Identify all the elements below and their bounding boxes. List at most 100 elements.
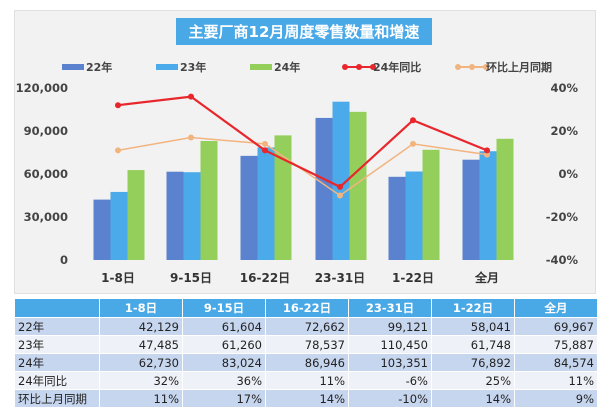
table-cell: 76,892 — [431, 353, 515, 372]
table-cell: 62,730 — [99, 353, 183, 372]
table-cell: 17% — [182, 389, 266, 408]
legend-swatch — [62, 64, 84, 70]
point-24年同比 — [337, 183, 343, 190]
legend-label: 24年同比 — [373, 60, 421, 74]
legend-marker — [455, 64, 461, 70]
bar-22年 — [388, 176, 406, 260]
table-cell: -10% — [348, 389, 432, 408]
y-left-tick: 90,000 — [24, 124, 68, 138]
column-header — [14, 298, 100, 318]
y-left-tick: 0 — [60, 253, 68, 267]
table-cell: 9% — [514, 389, 598, 408]
point-24年同比 — [410, 117, 416, 124]
x-tick-label: 1-22日 — [392, 271, 434, 285]
column-header: 9-15日 — [182, 298, 266, 318]
table-cell: 58,041 — [431, 317, 515, 336]
point-24年同比 — [484, 147, 490, 154]
combo-chart: 主要厂商12月周度零售数量和增速 22年 23年 24年 24年同比 环比上月同期 0 30,… — [16, 18, 579, 285]
x-tick-label: 9-15日 — [170, 271, 212, 285]
point-环比上月同期 — [337, 192, 343, 199]
bar-24年 — [496, 138, 514, 260]
point-环比上月同期 — [115, 147, 121, 154]
table-cell: 11% — [265, 371, 349, 390]
y-left-tick: 120,000 — [16, 81, 68, 95]
table-cell: 14% — [431, 389, 515, 408]
point-环比上月同期 — [410, 140, 416, 147]
row-label: 23年 — [14, 335, 100, 354]
y-left-tick: 30,000 — [24, 210, 68, 224]
table-cell: 72,662 — [265, 317, 349, 336]
table-cell: 99,121 — [348, 317, 432, 336]
bar-22年 — [462, 159, 480, 260]
legend-swatch — [250, 64, 272, 70]
y-right-tick: 0% — [558, 167, 578, 181]
bar-22年 — [240, 155, 258, 260]
legend-marker — [370, 64, 376, 70]
point-环比上月同期 — [188, 134, 194, 141]
column-header: 23-31日 — [348, 298, 432, 318]
bar-23年 — [332, 101, 350, 261]
table-cell: 61,260 — [182, 335, 266, 354]
table-cell: -6% — [348, 371, 432, 390]
point-24年同比 — [262, 147, 268, 154]
table-header-row: 1-8日 9-15日 16-22日 23-31日 1-22日 全月 — [14, 298, 598, 318]
table-cell: 69,967 — [514, 317, 598, 336]
bar-24年 — [349, 111, 367, 261]
table-cell: 42,129 — [99, 317, 183, 336]
column-header: 16-22日 — [265, 298, 349, 318]
legend-marker — [356, 64, 362, 70]
x-tick-label: 16-22日 — [240, 271, 290, 285]
row-label: 22年 — [14, 317, 100, 336]
table-row: 24年同比 32% 36% 11% -6% 25% 11% — [14, 371, 598, 390]
table-row: 23年 47,485 61,260 78,537 110,450 61,748 75,887 — [14, 335, 598, 354]
x-tick-label: 1-8日 — [101, 271, 135, 285]
x-tick-label: 全月 — [474, 270, 499, 285]
table-cell: 25% — [431, 371, 515, 390]
legend-label: 24年 — [274, 60, 300, 74]
table-cell: 86,946 — [265, 353, 349, 372]
table-row: 环比上月同期 11% 17% 14% -10% 14% 9% — [14, 389, 598, 408]
table-cell: 78,537 — [265, 335, 349, 354]
table-cell: 47,485 — [99, 335, 183, 354]
column-header: 1-8日 — [99, 298, 183, 318]
legend-swatch — [156, 64, 178, 70]
row-label: 环比上月同期 — [14, 389, 100, 408]
bar-23年 — [479, 151, 497, 260]
table-cell: 61,748 — [431, 335, 515, 354]
legend-label: 22年 — [86, 60, 112, 74]
bar-22年 — [315, 117, 333, 260]
title-box — [176, 18, 432, 45]
y-left-tick: 60,000 — [24, 167, 68, 181]
row-label: 24年 — [14, 353, 100, 372]
legend-marker — [469, 64, 475, 70]
y-right-tick: 40% — [550, 81, 578, 95]
bar-23年 — [110, 191, 128, 260]
y-right-tick: -40% — [546, 253, 579, 267]
table-cell: 84,574 — [514, 353, 598, 372]
column-header: 全月 — [514, 298, 598, 318]
table-row: 24年 62,730 83,024 86,946 103,351 76,892 84,574 — [14, 353, 598, 372]
table-cell: 14% — [265, 389, 349, 408]
bar-24年 — [200, 140, 218, 260]
table-cell: 110,450 — [348, 335, 432, 354]
table-cell: 75,887 — [514, 335, 598, 354]
table-cell: 83,024 — [182, 353, 266, 372]
row-label: 24年同比 — [14, 371, 100, 390]
point-24年同比 — [188, 93, 194, 100]
bar-23年 — [257, 147, 275, 260]
legend-label: 23年 — [180, 60, 206, 74]
legend-marker — [342, 64, 348, 70]
line-24年同比 — [117, 95, 488, 189]
bar-24年 — [127, 170, 145, 260]
table-cell: 103,351 — [348, 353, 432, 372]
data-table: 1-8日 9-15日 16-22日 23-31日 1-22日 全月 22年 42,129 61,… — [14, 298, 598, 408]
chart-title: 主要厂商12月周度零售数量和增速 — [189, 23, 420, 41]
bar-22年 — [166, 171, 184, 260]
point-环比上月同期 — [484, 151, 490, 158]
table-cell: 36% — [182, 371, 266, 390]
table-cell: 11% — [514, 371, 598, 390]
legend-marker — [483, 64, 489, 70]
bar-23年 — [405, 171, 423, 260]
y-right-tick: 20% — [550, 124, 578, 138]
point-环比上月同期 — [262, 140, 268, 147]
